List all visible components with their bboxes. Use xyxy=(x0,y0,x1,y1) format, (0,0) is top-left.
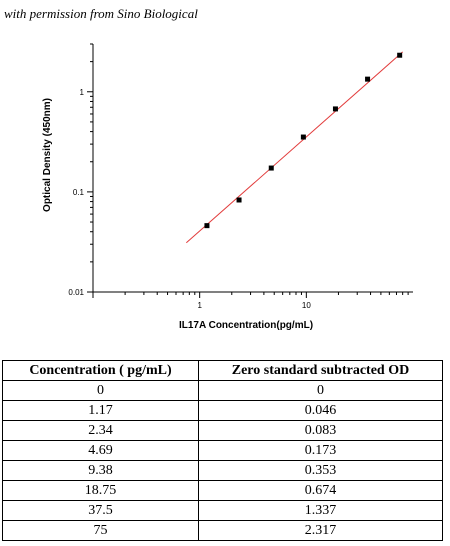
data-point xyxy=(300,134,306,140)
y-tick-label: 0.01 xyxy=(68,288,84,297)
data-point xyxy=(204,223,210,229)
data-point xyxy=(365,76,371,82)
standard-table: Concentration ( pg/mL) Zero standard sub… xyxy=(2,360,444,541)
tick-marks xyxy=(87,43,409,298)
data-point xyxy=(236,197,242,203)
table-cell: 9.38 xyxy=(2,460,199,481)
tick-labels: 1 10 0.01 0.1 1 xyxy=(68,88,311,310)
y-axis-label: Optical Density (450nm) xyxy=(42,98,53,212)
data-point xyxy=(397,52,403,58)
y-tick-label: 1 xyxy=(80,88,85,97)
table-cell: 75 xyxy=(2,520,199,541)
permission-note: with permission from Sino Biological xyxy=(4,6,198,21)
table-cell: 0.083 xyxy=(197,420,444,441)
table-cell: 1.17 xyxy=(2,400,199,421)
table-cell: 2.317 xyxy=(197,520,444,541)
table-cell: 0 xyxy=(2,380,199,401)
table-cell: 4.69 xyxy=(2,440,199,461)
table-cell: 18.75 xyxy=(2,480,199,501)
table-cell: 1.337 xyxy=(197,500,444,521)
table-row: 18.75 0.674 xyxy=(2,480,444,501)
column-header-concentration: Concentration ( pg/mL) xyxy=(2,360,199,381)
fit-line xyxy=(186,51,403,244)
x-axis-label: IL17A Concentration(pg/mL) xyxy=(179,320,313,331)
table-cell: 0.046 xyxy=(197,400,444,421)
column-header-od: Zero standard subtracted OD xyxy=(197,360,444,381)
table-row: 75 2.317 xyxy=(2,520,444,541)
x-tick-label: 10 xyxy=(302,301,311,310)
table-cell: 0.353 xyxy=(197,460,444,481)
axes xyxy=(92,44,413,293)
table-row: 9.38 0.353 xyxy=(2,460,444,481)
table-header-row: Concentration ( pg/mL) Zero standard sub… xyxy=(2,360,444,381)
data-points xyxy=(204,52,403,229)
standard-curve-chart: 1 10 0.01 0.1 1 IL17A Concentration(pg/mL) O… xyxy=(42,43,413,331)
data-point xyxy=(268,165,274,171)
data-point xyxy=(332,106,338,112)
table-cell: 2.34 xyxy=(2,420,199,441)
table-cell: 0 xyxy=(197,380,444,401)
table-cell: 0.674 xyxy=(197,480,444,501)
y-tick-label: 0.1 xyxy=(73,188,85,197)
table-row: 4.69 0.173 xyxy=(2,440,444,461)
table-cell: 37.5 xyxy=(2,500,199,521)
table-row: 1.17 0.046 xyxy=(2,400,444,421)
table-row: 37.5 1.337 xyxy=(2,500,444,521)
x-tick-label: 1 xyxy=(197,301,202,310)
table-row: 2.34 0.083 xyxy=(2,420,444,441)
table-cell: 0.173 xyxy=(197,440,444,461)
